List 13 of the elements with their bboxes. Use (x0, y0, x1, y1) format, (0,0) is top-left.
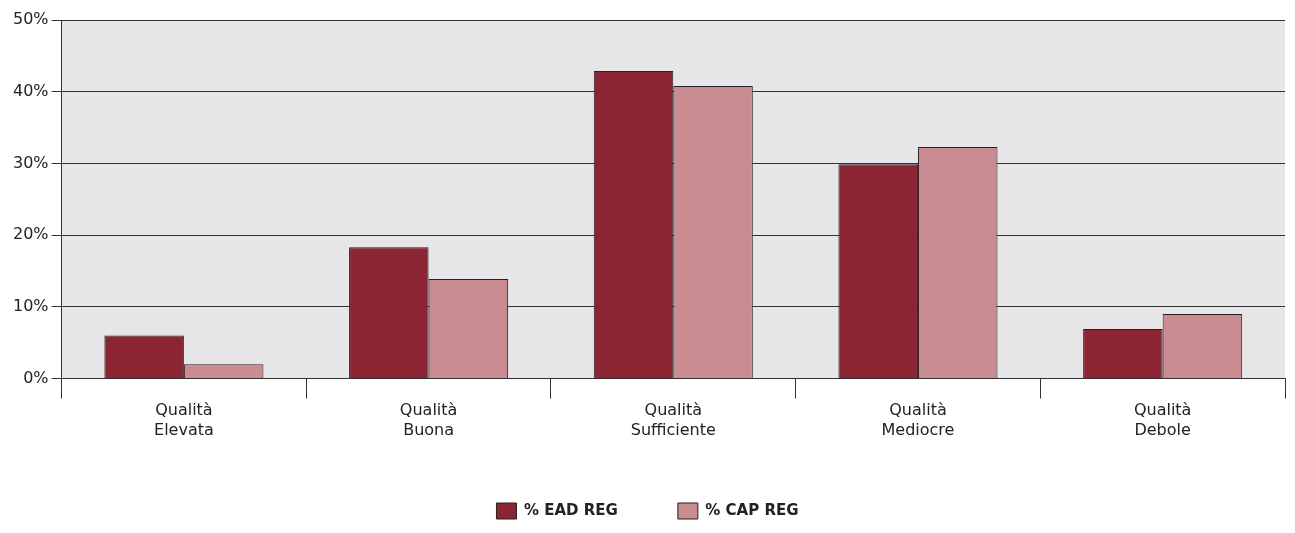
y-tick-label: 0% (23, 367, 49, 387)
legend-label: % EAD REG (523, 500, 618, 519)
x-tick-label: Qualità Elevata (154, 400, 214, 439)
y-tick-label: 10% (13, 296, 49, 316)
x-tick-label: Qualità Sufficiente (630, 400, 716, 439)
x-tick-label: Qualità Mediocre (881, 400, 955, 439)
legend-label: % CAP REG (705, 500, 799, 519)
x-tick-label: Qualità Buona (399, 400, 458, 439)
y-tick-label: 30% (13, 152, 49, 172)
y-tick-label: 40% (13, 80, 49, 100)
y-tick-label: 50% (13, 9, 49, 29)
y-tick-label: 20% (13, 224, 49, 244)
x-tick-label: Qualità Debole (1133, 400, 1192, 439)
